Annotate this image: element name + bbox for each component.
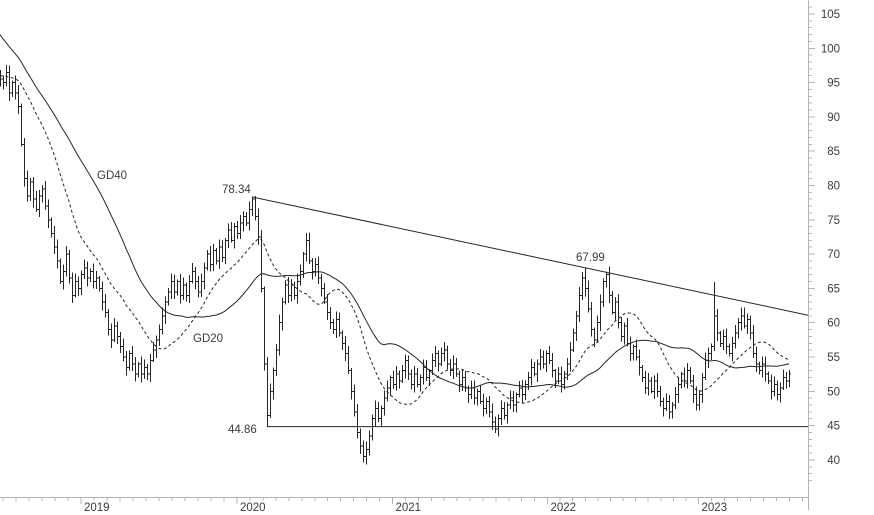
y-tick-label: 100 <box>821 43 840 55</box>
y-tick-label: 60 <box>827 318 840 330</box>
y-tick-label: 85 <box>827 146 840 158</box>
year-label: 2022 <box>551 502 577 514</box>
year-label: 2023 <box>702 502 728 514</box>
price-annotation-78.34: 78.34 <box>222 184 251 196</box>
resistance-trendline <box>251 196 809 316</box>
price-annotation-44.86: 44.86 <box>228 424 257 436</box>
gd40-label: GD40 <box>97 170 127 182</box>
y-tick-label: 45 <box>827 421 840 433</box>
gd40-line: GD40 <box>0 34 790 389</box>
gd20-line: GD20 <box>0 74 790 405</box>
y-tick-label: 50 <box>827 386 840 398</box>
gd20-label: GD20 <box>193 333 223 345</box>
y-tick-label: 40 <box>827 455 840 467</box>
y-axis: 105 100 95 90 85 80 75 70 65 60 55 50 45 40 <box>808 0 840 510</box>
y-tick-label: 70 <box>827 249 840 261</box>
price-annotation-67.99: 67.99 <box>576 252 605 264</box>
y-tick-label: 90 <box>827 112 840 124</box>
y-tick-label: 105 <box>821 9 840 21</box>
y-tick-label: 55 <box>827 352 840 364</box>
x-axis: 2019 2020 2021 2022 2023 <box>0 497 808 514</box>
y-tick-label: 65 <box>827 283 840 295</box>
year-label: 2019 <box>84 502 110 514</box>
y-tick-label: 75 <box>827 215 840 227</box>
ohlc-bars <box>0 64 792 465</box>
y-tick-label: 80 <box>827 181 840 193</box>
y-tick-label: 95 <box>827 78 840 90</box>
year-label: 2020 <box>240 502 266 514</box>
year-label: 2021 <box>396 502 422 514</box>
